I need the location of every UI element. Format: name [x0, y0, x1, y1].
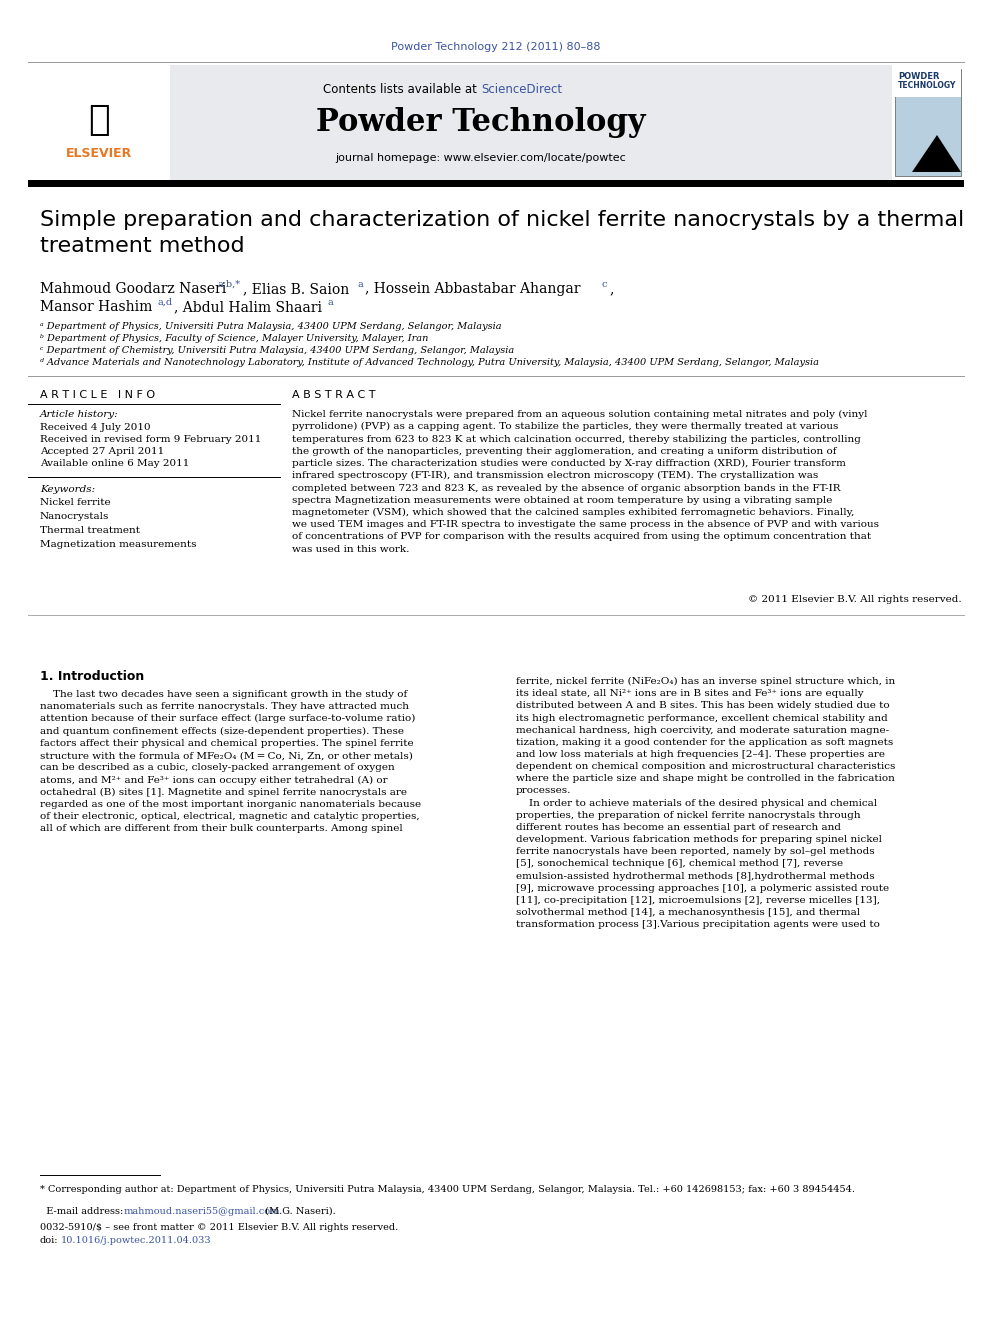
Bar: [892, 65, 964, 180]
Text: Thermal treatment: Thermal treatment: [40, 527, 140, 534]
Text: a,d: a,d: [157, 298, 173, 307]
Text: Powder Technology 212 (2011) 80–88: Powder Technology 212 (2011) 80–88: [391, 42, 601, 52]
Text: E-mail address:: E-mail address:: [40, 1207, 126, 1216]
Text: 10.1016/j.powtec.2011.04.033: 10.1016/j.powtec.2011.04.033: [61, 1236, 211, 1245]
Text: Received 4 July 2010: Received 4 July 2010: [40, 423, 151, 433]
Text: 🌲: 🌲: [88, 103, 110, 138]
Text: ELSEVIER: ELSEVIER: [65, 147, 132, 160]
Text: a,b,*: a,b,*: [218, 280, 241, 288]
Text: Nickel ferrite: Nickel ferrite: [40, 497, 111, 507]
Text: Simple preparation and characterization of nickel ferrite nanocrystals by a ther: Simple preparation and characterization …: [40, 210, 964, 257]
Text: ᵇ Department of Physics, Faculty of Science, Malayer University, Malayer, Iran: ᵇ Department of Physics, Faculty of Scie…: [40, 333, 429, 343]
Text: 1. Introduction: 1. Introduction: [40, 669, 144, 683]
Text: A B S T R A C T: A B S T R A C T: [292, 390, 376, 400]
Text: a: a: [358, 280, 364, 288]
Text: © 2011 Elsevier B.V. All rights reserved.: © 2011 Elsevier B.V. All rights reserved…: [748, 595, 962, 605]
Text: a: a: [328, 298, 333, 307]
Text: Received in revised form 9 February 2011: Received in revised form 9 February 2011: [40, 435, 261, 445]
Text: Contents lists available at: Contents lists available at: [323, 83, 481, 97]
Bar: [895, 69, 961, 97]
Text: POWDER: POWDER: [898, 71, 939, 81]
Bar: [28, 180, 964, 187]
Bar: [170, 65, 892, 180]
Text: Nickel ferrite nanocrystals were prepared from an aqueous solution containing me: Nickel ferrite nanocrystals were prepare…: [292, 410, 879, 553]
Text: ferrite, nickel ferrite (NiFe₂O₄) has an inverse spinel structure which, in
its : ferrite, nickel ferrite (NiFe₂O₄) has an…: [516, 677, 896, 929]
Text: ᵈ Advance Materials and Nanotechnology Laboratory, Institute of Advanced Technol: ᵈ Advance Materials and Nanotechnology L…: [40, 359, 819, 366]
Text: Magnetization measurements: Magnetization measurements: [40, 540, 196, 549]
Text: , Abdul Halim Shaari: , Abdul Halim Shaari: [174, 300, 326, 314]
Bar: [28, 65, 170, 180]
Text: ,: ,: [609, 282, 613, 296]
Text: doi:: doi:: [40, 1236, 59, 1245]
Text: The last two decades have seen a significant growth in the study of
nanomaterial: The last two decades have seen a signifi…: [40, 691, 422, 833]
Bar: [895, 69, 961, 176]
Text: * Corresponding author at: Department of Physics, Universiti Putra Malaysia, 434: * Corresponding author at: Department of…: [40, 1185, 855, 1193]
Polygon shape: [912, 135, 961, 172]
Text: , Hossein Abbastabar Ahangar: , Hossein Abbastabar Ahangar: [365, 282, 585, 296]
Text: , Elias B. Saion: , Elias B. Saion: [243, 282, 353, 296]
Text: TECHNOLOGY: TECHNOLOGY: [898, 81, 956, 90]
Text: ᶜ Department of Chemistry, Universiti Putra Malaysia, 43400 UPM Serdang, Selango: ᶜ Department of Chemistry, Universiti Pu…: [40, 347, 514, 355]
Text: ᵃ Department of Physics, Universiti Putra Malaysia, 43400 UPM Serdang, Selangor,: ᵃ Department of Physics, Universiti Putr…: [40, 321, 502, 331]
Text: Keywords:: Keywords:: [40, 486, 95, 493]
Text: Article history:: Article history:: [40, 410, 119, 419]
Text: c: c: [602, 280, 607, 288]
Text: (M.G. Naseri).: (M.G. Naseri).: [262, 1207, 335, 1216]
Text: ScienceDirect: ScienceDirect: [481, 83, 562, 97]
Text: Available online 6 May 2011: Available online 6 May 2011: [40, 459, 189, 468]
Text: Nanocrystals: Nanocrystals: [40, 512, 109, 521]
Text: A R T I C L E   I N F O: A R T I C L E I N F O: [40, 390, 155, 400]
Text: Powder Technology: Powder Technology: [316, 107, 646, 138]
Text: journal homepage: www.elsevier.com/locate/powtec: journal homepage: www.elsevier.com/locat…: [335, 153, 626, 163]
Text: Mansor Hashim: Mansor Hashim: [40, 300, 157, 314]
Text: mahmoud.naseri55@gmail.com: mahmoud.naseri55@gmail.com: [124, 1207, 281, 1216]
Text: 0032-5910/$ – see front matter © 2011 Elsevier B.V. All rights reserved.: 0032-5910/$ – see front matter © 2011 El…: [40, 1222, 398, 1232]
Text: Mahmoud Goodarz Naseri: Mahmoud Goodarz Naseri: [40, 282, 230, 296]
Text: Accepted 27 April 2011: Accepted 27 April 2011: [40, 447, 165, 456]
